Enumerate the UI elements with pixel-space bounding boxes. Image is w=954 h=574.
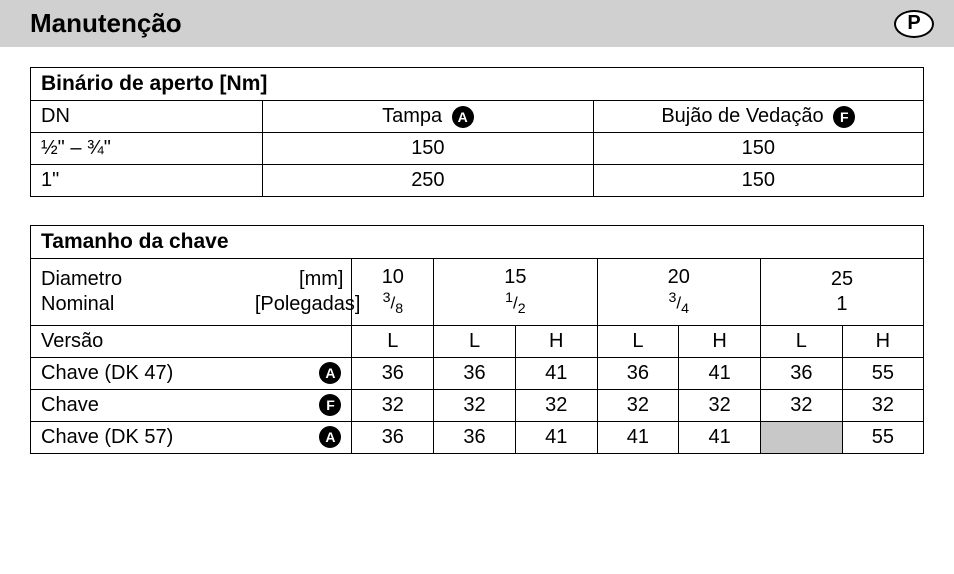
cell: ½" – ¾"	[31, 133, 263, 165]
page-title: Manutenção	[30, 8, 182, 39]
row-key: Chave (DK 57) A	[31, 421, 352, 453]
cell: 32	[842, 389, 923, 421]
col-in: 3/8	[362, 290, 423, 319]
row-label: Chave (DK 47)	[41, 362, 173, 385]
col-in: 1	[771, 292, 913, 317]
cell: H	[679, 325, 761, 357]
cell: 36	[352, 421, 434, 453]
cell: 32	[760, 389, 842, 421]
cell: 41	[597, 421, 679, 453]
badge-a-icon: A	[452, 106, 474, 128]
row-label: Chave (DK 57)	[41, 426, 173, 449]
col-mm: 25	[771, 267, 913, 292]
table-row: Chave (DK 57)A363641414155	[31, 421, 924, 453]
table-row: 1" 250 150	[31, 165, 924, 197]
table-row: ½" – ¾" 150 150	[31, 133, 924, 165]
cell: 41	[515, 421, 597, 453]
badge-f-icon: F	[833, 106, 855, 128]
cell: 55	[842, 421, 923, 453]
badge-a-icon: A	[319, 362, 341, 384]
language-badge: P	[894, 10, 934, 38]
col-mm: 20	[608, 265, 750, 290]
cell: 150	[593, 165, 923, 197]
cell: 32	[434, 389, 516, 421]
cell: 36	[352, 357, 434, 389]
cell: L	[352, 325, 434, 357]
cell: 36	[760, 357, 842, 389]
cell: 250	[263, 165, 593, 197]
cell: 41	[679, 357, 761, 389]
cell: 36	[434, 357, 516, 389]
table-row: Chave (DK 47)A36364136413655	[31, 357, 924, 389]
col-mm: 10	[362, 265, 423, 290]
row-key: Chave (DK 47) A	[31, 357, 352, 389]
col-mm: 15	[444, 265, 586, 290]
torque-col-bujao-label: Bujão de Vedação	[661, 105, 823, 127]
col-25: 25 1	[760, 259, 923, 326]
unit-mm: [mm]	[255, 267, 344, 292]
cell: 55	[842, 357, 923, 389]
versao-label: Versão	[31, 325, 352, 357]
col-15: 15 1/2	[434, 259, 597, 326]
table-row: ChaveF32323232323232	[31, 389, 924, 421]
cell: L	[760, 325, 842, 357]
cell: L	[597, 325, 679, 357]
torque-col-dn: DN	[31, 101, 263, 133]
torque-col-tampa: Tampa A	[263, 101, 593, 133]
wrench-table: Tamanho da chave Diametro Nominal [mm] […	[30, 225, 924, 454]
cell	[760, 421, 842, 453]
cell: 36	[597, 357, 679, 389]
torque-col-tampa-label: Tampa	[382, 105, 442, 127]
content-area: Binário de aperto [Nm] DN Tampa A Bujão …	[0, 47, 954, 464]
row-key: Chave F	[31, 389, 352, 421]
badge-f-icon: F	[319, 394, 341, 416]
cell: 32	[679, 389, 761, 421]
torque-table: Binário de aperto [Nm] DN Tampa A Bujão …	[30, 67, 924, 197]
wrench-table-title: Tamanho da chave	[31, 226, 924, 259]
torque-table-title: Binário de aperto [Nm]	[31, 68, 924, 101]
col-in: 1/2	[444, 290, 586, 319]
diameter-label-l2: Nominal	[41, 292, 235, 317]
diameter-label-l1: Diametro	[41, 267, 235, 292]
cell: H	[515, 325, 597, 357]
cell: 32	[515, 389, 597, 421]
col-10: 10 3/8	[352, 259, 434, 326]
torque-col-bujao: Bujão de Vedação F	[593, 101, 923, 133]
cell: 32	[597, 389, 679, 421]
cell: 32	[352, 389, 434, 421]
cell: 41	[515, 357, 597, 389]
badge-a-icon: A	[319, 426, 341, 448]
col-in: 3/4	[608, 290, 750, 319]
diameter-units: [mm] [Polegadas]	[245, 259, 352, 326]
cell: L	[434, 325, 516, 357]
col-20: 20 3/4	[597, 259, 760, 326]
cell: 150	[593, 133, 923, 165]
unit-in: [Polegadas]	[255, 292, 344, 317]
cell: 1"	[31, 165, 263, 197]
page-header: Manutenção P	[0, 0, 954, 47]
cell: H	[842, 325, 923, 357]
diameter-label: Diametro Nominal	[31, 259, 245, 326]
cell: 41	[679, 421, 761, 453]
cell: 150	[263, 133, 593, 165]
row-label: Chave	[41, 394, 99, 417]
cell: 36	[434, 421, 516, 453]
